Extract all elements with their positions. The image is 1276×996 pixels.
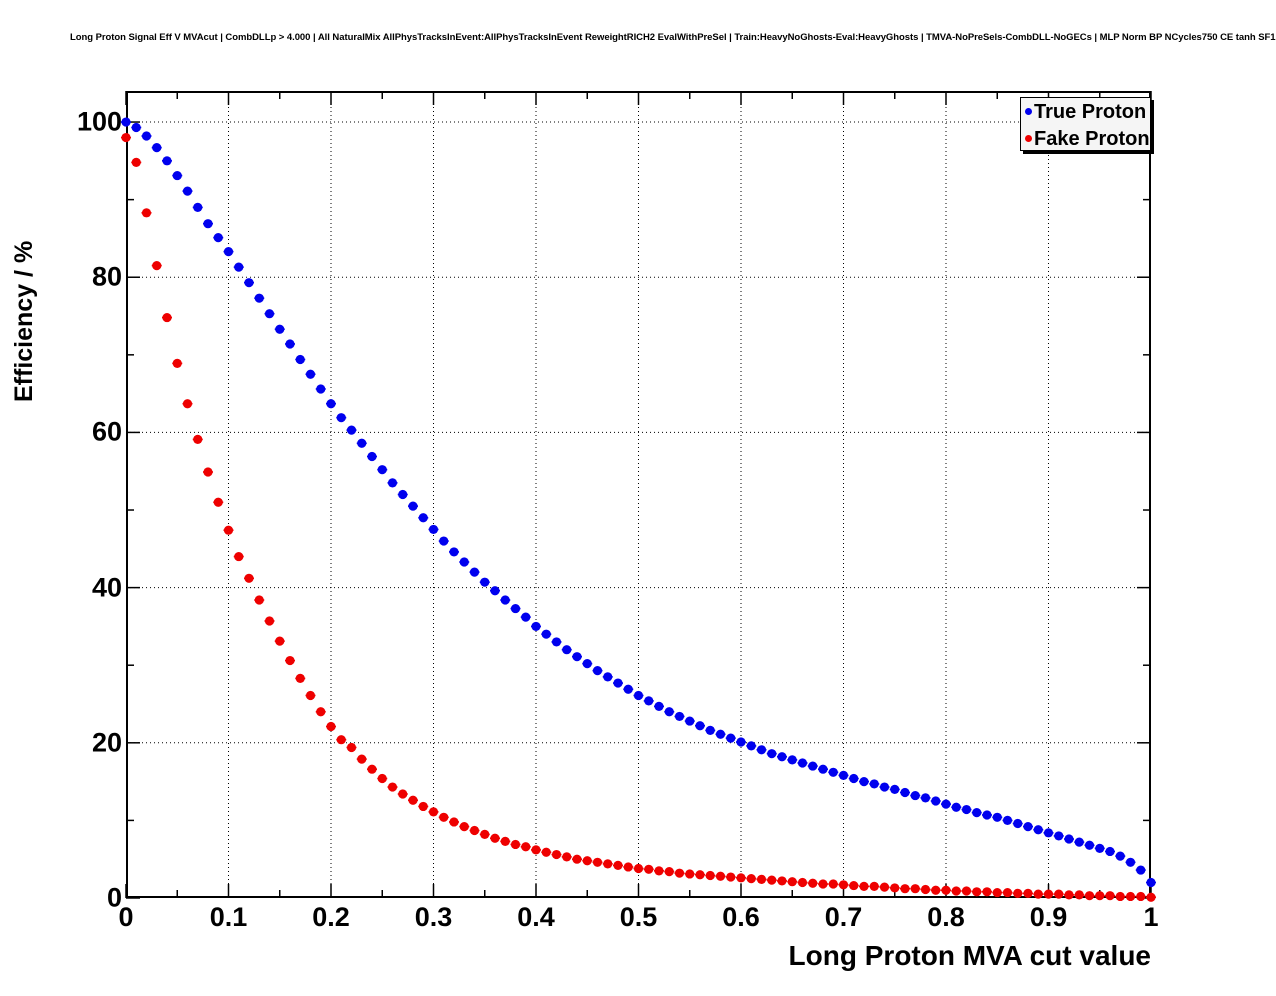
x-tick-label: 0.3: [414, 902, 453, 932]
x-tick-label: 0.2: [312, 902, 350, 932]
series-true-proton: [121, 117, 1156, 888]
axis-ticks: [125, 91, 1152, 899]
x-tick-label: 0.9: [1029, 902, 1068, 932]
legend-label: True Proton: [1034, 100, 1147, 123]
series-fake-proton: [121, 132, 1156, 902]
x-tick-label: 0.7: [824, 902, 863, 932]
x-tick-label: 0.8: [927, 902, 965, 932]
x-tick-label: 0.5: [619, 902, 658, 932]
y-tick-label: 20: [91, 727, 122, 758]
legend-entry-fake-proton: Fake Proton: [1021, 125, 1150, 152]
y-tick-label: 80: [91, 261, 122, 292]
x-axis-title: Long Proton MVA cut value: [788, 940, 1151, 971]
x-tick-label: 0.4: [517, 902, 555, 932]
chart-title: Long Proton Signal Eff V MVAcut | CombDL…: [70, 32, 1276, 43]
x-tick-label: 0.6: [722, 902, 760, 932]
y-tick-label: 0: [106, 882, 122, 913]
true-proton-marker-icon: [1025, 108, 1032, 115]
gridlines: [126, 91, 1151, 898]
chart-legend: True Proton Fake Proton: [1020, 97, 1151, 151]
y-tick-label: 60: [91, 416, 122, 447]
y-tick-label: 100: [76, 106, 122, 137]
legend-label: Fake Proton: [1034, 127, 1150, 150]
fake-proton-marker-icon: [1025, 135, 1032, 142]
x-tick-label: 0.1: [209, 902, 248, 932]
x-tick-label: 1: [1143, 902, 1159, 932]
legend-entry-true-proton: True Proton: [1021, 98, 1150, 125]
y-tick-label: 40: [91, 572, 122, 603]
x-tick-label: 0: [118, 902, 134, 932]
